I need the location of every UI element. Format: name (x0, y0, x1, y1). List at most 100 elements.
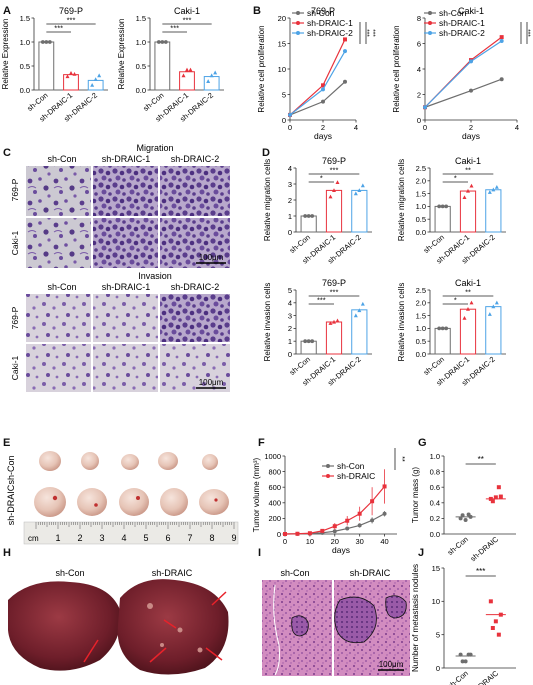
b2-series-line (424, 36, 503, 108)
d2-bar (459, 190, 477, 233)
micrograph-mig-769p-shdraic2 (160, 166, 230, 216)
h-label-shdraic: sh-DRAIC (152, 568, 193, 578)
d2-point (487, 190, 492, 194)
d4-ylabel: Relative invasion cells (397, 283, 406, 362)
d2-ytick-label: 1.0 (416, 202, 426, 211)
j-xtick-label: sh-DRAIC (468, 668, 500, 685)
d4-bar (434, 327, 451, 355)
c-row-label-769p-inv: 769-P (10, 306, 20, 329)
b1-sig-label: *** (363, 29, 370, 37)
f-sig-label: ** (398, 456, 405, 462)
arrow-shdraic-3 (149, 647, 167, 663)
g-xtick-label: sh-DRAIC (468, 534, 500, 563)
b1-ytick-label: 5 (282, 90, 286, 99)
a2-bar (203, 76, 220, 91)
g-point (458, 516, 463, 521)
a2-sig-label: *** (170, 24, 179, 33)
d3-ytick-label: 3 (288, 311, 292, 320)
a1-ytick-label: 1.0 (20, 38, 30, 47)
a1-ylabel: Relative Expression (1, 19, 10, 90)
b2-legend-label: sh-DRAIC-1 (439, 18, 485, 28)
a2-point (160, 40, 165, 44)
d3-bar (351, 309, 368, 355)
tumor-shcon-3 (121, 454, 139, 470)
d3-point (335, 318, 340, 323)
tumor-shdraic-3 (119, 488, 149, 516)
panel-label-j: J (418, 547, 424, 559)
f-legend-label: sh-Con (337, 461, 365, 471)
b1-legend-label: sh-DRAIC-1 (307, 18, 353, 28)
chart-d-migration-caki1: Caki-1 0.0 0.5 1.0 1.5 2.0 2.5 Relative migrati… (397, 156, 506, 266)
b2-point (469, 88, 473, 93)
b1-xtick-label: 0 (288, 123, 292, 132)
b2-ytick-label: 4 (417, 65, 421, 74)
d1-point (357, 188, 362, 192)
d1-bar (300, 215, 317, 233)
b2-sig-label: *** (524, 29, 531, 37)
j-ytick-label: 5 (436, 630, 440, 639)
a2-point (156, 40, 161, 44)
j-point (463, 659, 468, 664)
b2-ytick-label: 2 (417, 90, 421, 99)
d3-ytick-label: 1 (288, 337, 292, 346)
a1-point (90, 83, 95, 87)
b1-legend-marker (296, 11, 300, 15)
f-xlabel: days (332, 545, 350, 555)
b2-ytick-label: 8 (417, 14, 421, 23)
f-ytick-label: 400 (268, 499, 281, 508)
b2-legend-marker (428, 21, 432, 25)
micrograph-inv-caki1-shdraic2 (160, 344, 230, 392)
d1-ytick-label: 3 (288, 180, 292, 189)
b1-title: 769-P (311, 6, 335, 16)
b2-sig-label: *** (530, 29, 533, 37)
d1-sig-label: *** (330, 166, 339, 175)
d4-point (440, 326, 445, 331)
d4-point (444, 326, 449, 331)
f-ytick-label: 0 (277, 530, 281, 539)
g-point (493, 495, 498, 500)
b2-point (499, 77, 504, 82)
scale-label-histology: 100μm (379, 660, 404, 669)
b2-ytick-label: 6 (417, 39, 421, 48)
a1-point (97, 73, 102, 78)
d2-ytick-label: 0.5 (416, 215, 426, 224)
micrograph-mig-caki1-shdraic2 (160, 218, 230, 268)
f-point (332, 529, 337, 534)
ruler-number: 5 (143, 533, 148, 543)
micrograph-inv-769p-shdraic1 (93, 294, 158, 342)
b2-series-line (424, 78, 502, 108)
scale-label-migration: 100μm (199, 253, 224, 262)
j-point (460, 659, 465, 664)
panel-label-a: A (3, 5, 11, 17)
d1-point (332, 188, 336, 192)
invasion-heading: Invasion (138, 271, 172, 281)
a1-bar (63, 74, 79, 91)
b2-series-line (424, 40, 502, 108)
d4-ytick-label: 0.0 (416, 350, 426, 359)
tissue-fold (273, 584, 280, 676)
a2-point (188, 67, 193, 72)
ruler-number: 7 (187, 533, 192, 543)
a1-point (47, 40, 52, 44)
a2-ytick-label: 0.0 (136, 86, 146, 95)
d2-sig-label: ** (465, 166, 471, 175)
a1-sig-label: *** (67, 16, 76, 25)
f-point (382, 484, 387, 489)
f-ytick-label: 200 (268, 514, 281, 523)
chart-b-caki1: Caki-1 0 2 4 6 8 Relative cell proliferation 0 2… (392, 6, 533, 141)
d2-point (462, 195, 467, 200)
panel-e-tumor-photo: sh-Con sh-DRAIC cm 1 2 3 4 5 6 7 8 9 (6, 440, 239, 552)
tumor-shcon-1 (39, 451, 61, 471)
b1-ytick-label: 0 (282, 116, 286, 125)
panel-i-histology: sh-Con sh-DRAIC 100μm (262, 568, 410, 676)
micrograph-mig-caki1-shcon (26, 218, 91, 268)
d2-title: Caki-1 (455, 156, 481, 166)
b2-title: Caki-1 (458, 6, 484, 16)
ruler-number: 1 (55, 533, 60, 543)
d1-point (353, 191, 358, 196)
micrograph-inv-caki1-shcon (26, 344, 91, 392)
c-col-label-1: sh-Con (47, 154, 76, 164)
j-point (458, 652, 463, 657)
